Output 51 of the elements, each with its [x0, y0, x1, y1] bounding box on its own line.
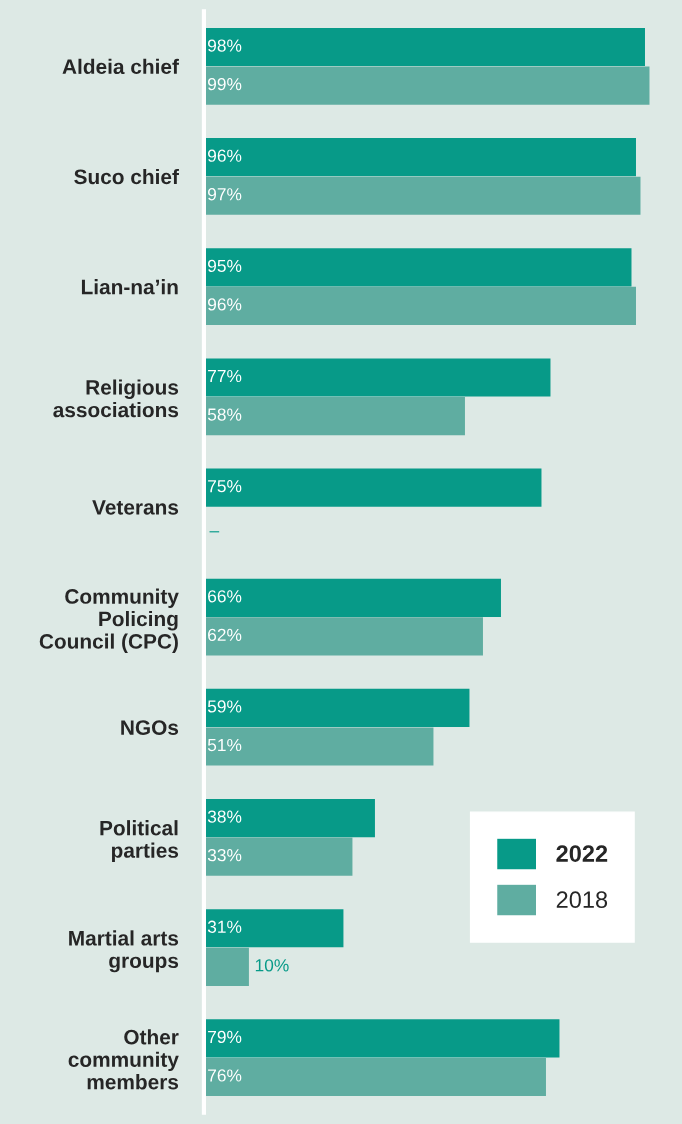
data-label: 79% [208, 1030, 242, 1044]
data-label: 59% [207, 700, 242, 713]
bar [203, 727, 434, 766]
bar [203, 176, 641, 215]
data-label: 66% [208, 590, 242, 603]
bar [203, 27, 645, 67]
legend-label: 2022 [556, 845, 608, 862]
text: – [209, 531, 220, 533]
bar [203, 578, 501, 617]
bar [203, 138, 636, 177]
bar [203, 688, 470, 728]
data-label: 62% [208, 628, 242, 642]
bar [203, 909, 344, 948]
y-tick-label: Martial arts groups [69, 930, 179, 973]
y-tick-label: Aldeia chief [62, 58, 179, 75]
data-label: 38% [207, 810, 242, 823]
bar [203, 799, 375, 838]
data-label: 96% [208, 298, 242, 311]
y-tick-label: Suco chief [74, 168, 179, 185]
data-label: 76% [208, 1069, 242, 1082]
bar [203, 1019, 560, 1058]
y-tick-label: Lian-na’in [81, 279, 178, 295]
bar [203, 286, 636, 325]
data-label: 99% [208, 77, 242, 91]
data-label: 97% [208, 188, 242, 201]
bar [203, 396, 465, 436]
data-label: 95% [208, 259, 242, 272]
y-tick-label: Veterans [92, 500, 179, 515]
y-tick-label: Political parties [100, 820, 179, 862]
data-label: 58% [207, 408, 242, 421]
y-tick-label: Religious associations [53, 379, 179, 418]
y-tick-label: Community Policing Council (CPC) [39, 588, 179, 653]
bar [203, 358, 551, 397]
bar [203, 248, 632, 287]
data-label: 75% [208, 480, 242, 493]
bar [203, 1057, 546, 1097]
data-label: 96% [208, 149, 242, 162]
data-label: 51% [207, 738, 242, 752]
y-tick-label: Other community members [68, 1029, 179, 1090]
bar [203, 66, 650, 105]
data-label: 33% [207, 849, 242, 862]
legend-label: 2018 [556, 891, 608, 909]
bar [203, 468, 542, 507]
data-label: 31% [207, 920, 242, 933]
bar [203, 837, 353, 876]
data-label: 10% [255, 959, 289, 972]
y-tick-label: NGOs [121, 720, 179, 735]
bar [203, 947, 249, 986]
data-label: 77% [208, 369, 242, 383]
data-label: 98% [208, 39, 242, 52]
bar [203, 617, 483, 656]
